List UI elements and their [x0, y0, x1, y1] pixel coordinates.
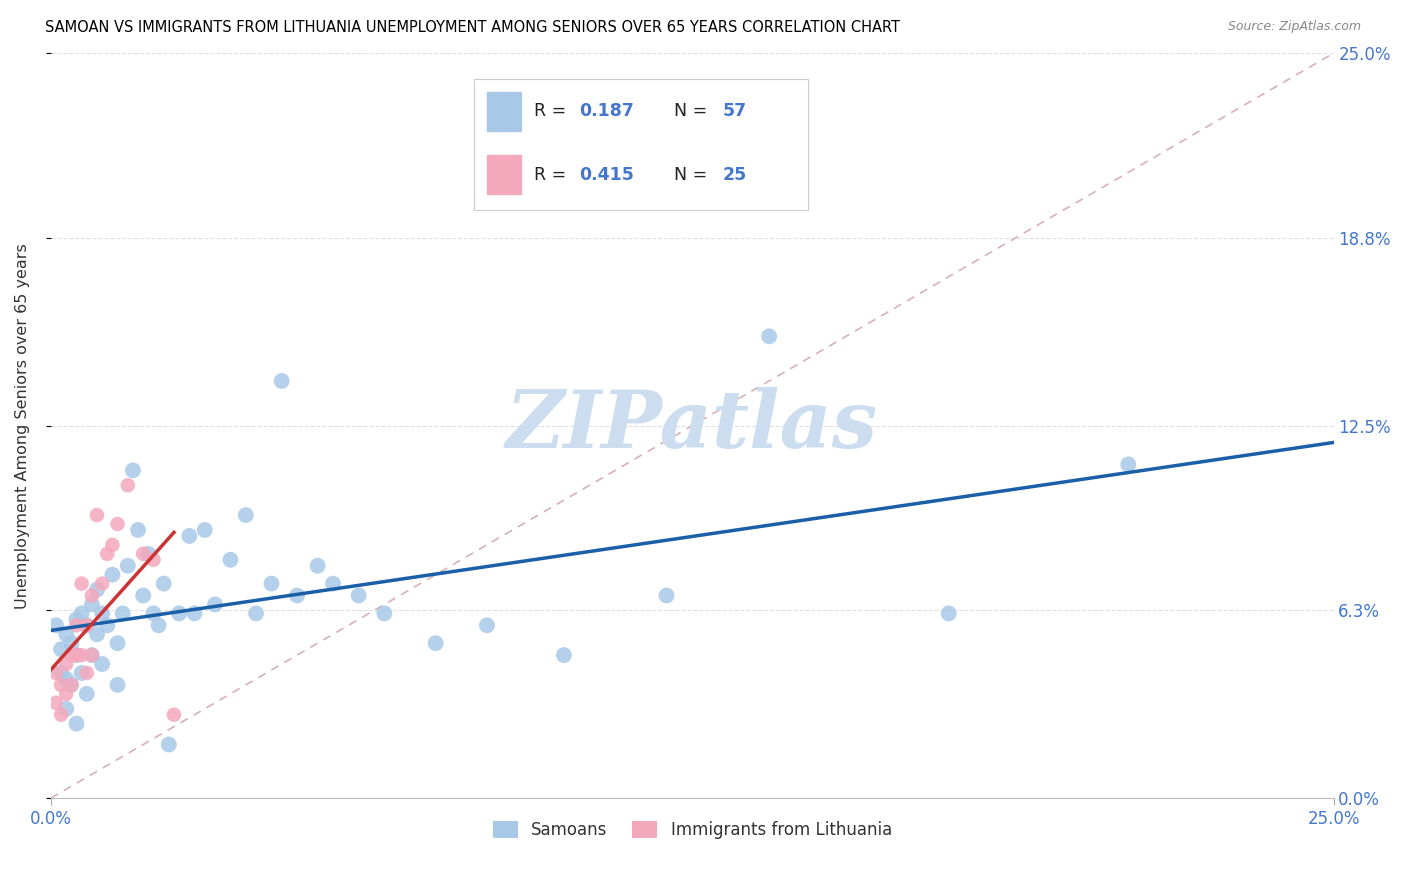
- Point: [425, 636, 447, 650]
- Point: [285, 589, 308, 603]
- Point: [194, 523, 217, 537]
- Point: [111, 607, 134, 621]
- Point: [655, 589, 678, 603]
- Point: [179, 529, 201, 543]
- Point: [70, 648, 93, 662]
- Point: [373, 607, 395, 621]
- Text: ZIPatlas: ZIPatlas: [506, 387, 879, 465]
- Point: [45, 696, 67, 710]
- Point: [45, 665, 67, 680]
- Point: [1116, 458, 1139, 472]
- Point: [76, 687, 98, 701]
- Point: [76, 618, 98, 632]
- Legend: Samoans, Immigrants from Lithuania: Samoans, Immigrants from Lithuania: [486, 814, 898, 846]
- Point: [65, 618, 87, 632]
- Point: [65, 648, 87, 662]
- Point: [322, 576, 344, 591]
- Point: [219, 553, 242, 567]
- Point: [91, 657, 114, 671]
- Point: [307, 558, 329, 573]
- Point: [76, 618, 98, 632]
- Point: [136, 547, 159, 561]
- Point: [55, 687, 77, 701]
- Point: [101, 567, 124, 582]
- Point: [142, 607, 165, 621]
- Point: [49, 642, 72, 657]
- Point: [91, 607, 114, 621]
- Point: [167, 607, 190, 621]
- Point: [80, 648, 103, 662]
- Text: SAMOAN VS IMMIGRANTS FROM LITHUANIA UNEMPLOYMENT AMONG SENIORS OVER 65 YEARS COR: SAMOAN VS IMMIGRANTS FROM LITHUANIA UNEM…: [45, 20, 900, 35]
- Point: [60, 636, 83, 650]
- Point: [65, 716, 87, 731]
- Point: [65, 612, 87, 626]
- Point: [49, 665, 72, 680]
- Point: [553, 648, 575, 662]
- Point: [938, 607, 960, 621]
- Point: [80, 589, 103, 603]
- Point: [86, 627, 108, 641]
- Point: [183, 607, 205, 621]
- Point: [70, 607, 93, 621]
- Point: [132, 547, 155, 561]
- Point: [235, 508, 257, 522]
- Point: [86, 582, 108, 597]
- Point: [91, 576, 114, 591]
- Point: [70, 665, 93, 680]
- Point: [60, 678, 83, 692]
- Point: [55, 672, 77, 686]
- Point: [107, 516, 129, 531]
- Point: [49, 678, 72, 692]
- Point: [96, 547, 118, 561]
- Point: [142, 553, 165, 567]
- Point: [55, 627, 77, 641]
- Point: [758, 329, 780, 343]
- Point: [45, 618, 67, 632]
- Point: [107, 636, 129, 650]
- Point: [152, 576, 174, 591]
- Point: [117, 558, 139, 573]
- Point: [260, 576, 283, 591]
- Y-axis label: Unemployment Among Seniors over 65 years: Unemployment Among Seniors over 65 years: [15, 243, 30, 608]
- Point: [132, 589, 155, 603]
- Point: [148, 618, 170, 632]
- Point: [101, 538, 124, 552]
- Point: [163, 707, 186, 722]
- Point: [347, 589, 370, 603]
- Point: [107, 678, 129, 692]
- Point: [475, 618, 498, 632]
- Point: [270, 374, 292, 388]
- Point: [70, 576, 93, 591]
- Point: [245, 607, 267, 621]
- Text: Source: ZipAtlas.com: Source: ZipAtlas.com: [1227, 20, 1361, 33]
- Point: [55, 702, 77, 716]
- Point: [204, 598, 226, 612]
- Point: [65, 648, 87, 662]
- Point: [49, 707, 72, 722]
- Point: [122, 463, 145, 477]
- Point: [76, 665, 98, 680]
- Point: [96, 618, 118, 632]
- Point: [60, 648, 83, 662]
- Point: [117, 478, 139, 492]
- Point: [157, 738, 180, 752]
- Point: [55, 657, 77, 671]
- Point: [127, 523, 149, 537]
- Point: [86, 508, 108, 522]
- Point: [60, 678, 83, 692]
- Point: [80, 598, 103, 612]
- Point: [80, 648, 103, 662]
